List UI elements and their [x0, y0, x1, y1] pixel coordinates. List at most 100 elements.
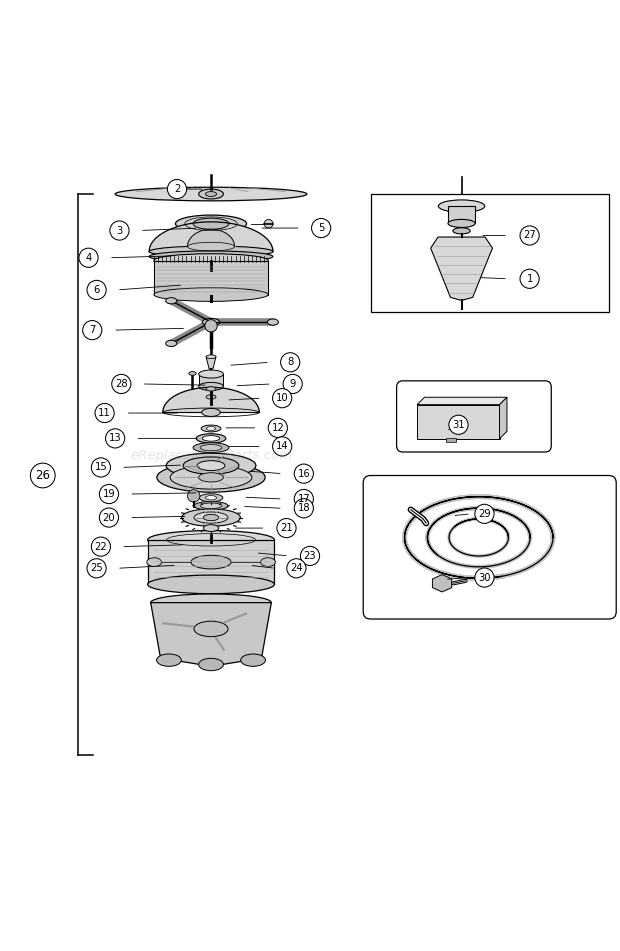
Bar	[448, 206, 475, 223]
Ellipse shape	[198, 382, 223, 391]
Ellipse shape	[260, 558, 275, 567]
Ellipse shape	[198, 189, 223, 199]
Ellipse shape	[151, 594, 272, 611]
Circle shape	[105, 429, 125, 448]
Text: 17: 17	[298, 494, 310, 504]
Ellipse shape	[202, 436, 219, 441]
Circle shape	[311, 219, 330, 238]
Ellipse shape	[206, 427, 216, 431]
Ellipse shape	[202, 408, 220, 417]
Ellipse shape	[202, 319, 219, 326]
Ellipse shape	[166, 298, 177, 304]
Circle shape	[82, 320, 102, 340]
Bar	[154, 261, 268, 295]
Circle shape	[287, 558, 306, 578]
Circle shape	[167, 180, 187, 199]
Circle shape	[87, 281, 106, 300]
Circle shape	[95, 403, 114, 422]
Circle shape	[475, 568, 494, 587]
Ellipse shape	[198, 370, 223, 378]
Polygon shape	[417, 398, 507, 405]
Circle shape	[283, 375, 303, 394]
Ellipse shape	[267, 319, 278, 325]
Ellipse shape	[193, 218, 229, 229]
Ellipse shape	[198, 658, 223, 670]
Circle shape	[294, 490, 313, 509]
Ellipse shape	[203, 514, 219, 520]
Text: 11: 11	[98, 408, 111, 418]
Ellipse shape	[157, 654, 181, 667]
Ellipse shape	[453, 227, 470, 234]
Text: 31: 31	[452, 419, 465, 430]
Text: 12: 12	[272, 423, 284, 433]
Circle shape	[475, 504, 494, 523]
Circle shape	[205, 320, 217, 332]
Ellipse shape	[241, 654, 265, 667]
Text: 15: 15	[94, 462, 107, 473]
Circle shape	[99, 508, 118, 527]
Bar	[417, 405, 500, 438]
Text: 10: 10	[276, 393, 288, 403]
Ellipse shape	[157, 462, 265, 493]
Ellipse shape	[166, 454, 256, 478]
Text: 14: 14	[276, 441, 288, 452]
Text: 28: 28	[115, 378, 128, 389]
Circle shape	[301, 546, 319, 566]
Circle shape	[99, 484, 118, 504]
Polygon shape	[431, 237, 492, 301]
Circle shape	[281, 353, 300, 372]
Ellipse shape	[206, 387, 216, 391]
Bar	[198, 374, 223, 386]
Circle shape	[87, 558, 106, 578]
Circle shape	[520, 269, 539, 288]
Ellipse shape	[188, 372, 196, 376]
Ellipse shape	[191, 555, 231, 569]
Text: eReplacementParts.com: eReplacementParts.com	[130, 449, 292, 462]
Circle shape	[273, 389, 292, 408]
Ellipse shape	[170, 466, 252, 489]
Polygon shape	[206, 357, 216, 369]
Text: 5: 5	[318, 223, 324, 233]
Ellipse shape	[148, 531, 275, 549]
Ellipse shape	[438, 200, 485, 212]
Text: 20: 20	[103, 513, 115, 522]
Circle shape	[112, 375, 131, 394]
Ellipse shape	[206, 355, 216, 359]
Ellipse shape	[198, 473, 223, 482]
Circle shape	[277, 518, 296, 537]
Ellipse shape	[200, 503, 222, 509]
Bar	[371, 194, 609, 312]
Ellipse shape	[194, 621, 228, 636]
Ellipse shape	[206, 395, 216, 399]
Text: 6: 6	[94, 285, 100, 295]
Text: 30: 30	[478, 573, 490, 583]
Ellipse shape	[154, 254, 268, 267]
Text: 9: 9	[290, 378, 296, 389]
Ellipse shape	[194, 501, 228, 510]
Ellipse shape	[183, 456, 239, 475]
Text: 22: 22	[94, 542, 107, 552]
Ellipse shape	[201, 425, 221, 432]
Circle shape	[273, 437, 292, 456]
Circle shape	[30, 463, 55, 488]
Circle shape	[91, 537, 110, 556]
Ellipse shape	[196, 434, 226, 443]
Polygon shape	[163, 387, 259, 413]
Text: 1: 1	[526, 274, 533, 283]
Text: 8: 8	[287, 358, 293, 367]
Circle shape	[110, 221, 129, 240]
Circle shape	[449, 416, 468, 435]
Text: 3: 3	[117, 225, 123, 236]
Text: 13: 13	[109, 434, 122, 443]
Text: 21: 21	[280, 523, 293, 534]
Circle shape	[79, 248, 98, 267]
Text: 27: 27	[523, 230, 536, 241]
Ellipse shape	[205, 495, 216, 500]
Polygon shape	[500, 398, 507, 438]
Ellipse shape	[166, 340, 177, 346]
Circle shape	[520, 226, 539, 245]
Ellipse shape	[149, 246, 273, 257]
Text: 4: 4	[86, 253, 92, 262]
Ellipse shape	[182, 509, 241, 526]
Bar	[446, 437, 456, 442]
